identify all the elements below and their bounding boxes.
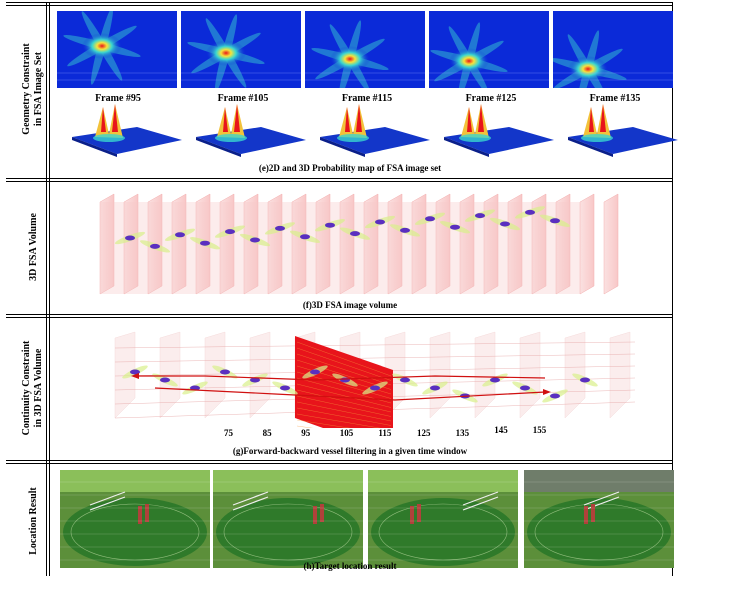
- row-separator-3: [6, 460, 673, 461]
- time-tick-label: 125: [417, 428, 431, 438]
- probability-map-3d: [72, 104, 182, 157]
- figure-frame: [6, 2, 673, 576]
- probability-map-2d: [305, 11, 425, 88]
- time-tick-label: 115: [378, 428, 392, 438]
- row-separator-1: [6, 178, 673, 179]
- row-separator-2b: [6, 317, 673, 318]
- caption-g: (g)Forward-backward vessel filtering in …: [232, 446, 468, 456]
- frame-label: Frame #105: [217, 93, 269, 104]
- left-border-inner: [49, 2, 50, 576]
- location-photo: [368, 470, 518, 568]
- continuity-volume-illustration: [114, 331, 635, 428]
- row-label-line: Geometry Constraint: [21, 43, 32, 135]
- row-label-line: Continuity Constraint: [21, 340, 32, 436]
- probability-map-2d: [57, 11, 177, 88]
- top-border: [6, 2, 673, 3]
- time-tick-label: 95: [301, 428, 311, 438]
- frame-label: Frame #135: [589, 93, 641, 104]
- caption-e: (e)2D and 3D Probability map of FSA imag…: [258, 163, 442, 173]
- time-tick-label: 145: [494, 425, 508, 435]
- top-border-inner: [6, 5, 673, 6]
- location-photo: [213, 470, 363, 568]
- caption-f: (f)3D FSA image volume: [302, 300, 398, 310]
- frame-label: Frame #115: [341, 93, 393, 104]
- frame-label: Frame #125: [465, 93, 517, 104]
- fsa-volume-illustration: [99, 193, 619, 295]
- row-label-line: in FSA Image Set: [33, 51, 44, 127]
- probability-map-2d: [181, 11, 301, 88]
- right-border: [672, 2, 673, 576]
- location-photo: [60, 470, 210, 568]
- time-tick-label: 135: [455, 428, 470, 438]
- location-photo: [524, 470, 674, 568]
- row-label-location: Location Result: [28, 466, 42, 576]
- probability-map-3d: [196, 104, 306, 157]
- probability-map-2d: [429, 11, 549, 88]
- frame-label: Frame #95: [95, 93, 141, 104]
- caption-h: (h)Target location result: [303, 561, 397, 571]
- time-tick-label: 105: [339, 428, 354, 438]
- probability-map-2d: [553, 11, 673, 88]
- left-border-outer: [46, 2, 47, 576]
- time-tick-label: 75: [224, 428, 233, 438]
- probability-map-3d: [444, 104, 554, 157]
- time-tick-label: 85: [262, 428, 272, 438]
- probability-map-3d: [568, 104, 678, 157]
- row-label-continuity: Continuity Constraint in 3D FSA Volume: [21, 313, 49, 463]
- time-tick-label: 155: [532, 425, 547, 435]
- row-label-line: 3D FSA Volume: [28, 213, 39, 281]
- row-label-volume: 3D FSA Volume: [28, 192, 42, 302]
- row-label-geometry: Geometry Constraint in FSA Image Set: [21, 14, 49, 164]
- row-label-line: in 3D FSA Volume: [33, 348, 44, 428]
- row-separator-3b: [6, 463, 673, 464]
- row-label-line: Location Result: [28, 487, 39, 555]
- row-separator-1b: [6, 181, 673, 182]
- row-separator-2: [6, 314, 673, 315]
- probability-map-3d: [320, 104, 430, 157]
